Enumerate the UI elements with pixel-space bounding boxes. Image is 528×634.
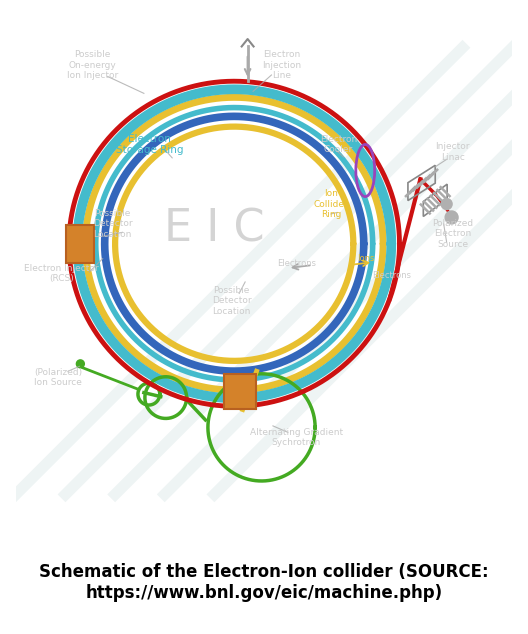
Text: Possible
On-energy
Ion Injector: Possible On-energy Ion Injector xyxy=(67,50,118,80)
Text: E I C: E I C xyxy=(164,207,265,250)
Text: Schematic of the Electron-Ion collider (SOURCE:
https://www.bnl.gov/eic/machine.: Schematic of the Electron-Ion collider (… xyxy=(39,564,489,602)
Circle shape xyxy=(445,211,458,224)
Text: Injector
Linac: Injector Linac xyxy=(436,142,470,162)
Text: Electron
Injection
Line: Electron Injection Line xyxy=(262,50,301,80)
Text: Alternating Gradient
Sychrotron: Alternating Gradient Sychrotron xyxy=(250,427,343,447)
Text: Electron
Storage Ring: Electron Storage Ring xyxy=(116,134,184,155)
Text: Ion
Collider
Ring: Ion Collider Ring xyxy=(314,189,348,219)
Text: Possible
Detector
Location: Possible Detector Location xyxy=(93,209,133,239)
Text: Electrons: Electrons xyxy=(373,271,411,280)
Circle shape xyxy=(441,198,452,209)
Text: Ions: Ions xyxy=(357,254,374,263)
Text: Electron
Cooler: Electron Cooler xyxy=(320,135,357,154)
Text: Electron Injector
(RCS): Electron Injector (RCS) xyxy=(24,264,99,283)
FancyBboxPatch shape xyxy=(224,374,256,410)
Text: Electrons: Electrons xyxy=(277,259,316,268)
Text: Polarized
Electron
Source: Polarized Electron Source xyxy=(432,219,473,249)
Text: (Polarized)
Ion Source: (Polarized) Ion Source xyxy=(34,368,82,387)
Text: Possible
Detector
Location: Possible Detector Location xyxy=(212,286,251,316)
FancyBboxPatch shape xyxy=(66,225,94,262)
Circle shape xyxy=(77,360,84,368)
